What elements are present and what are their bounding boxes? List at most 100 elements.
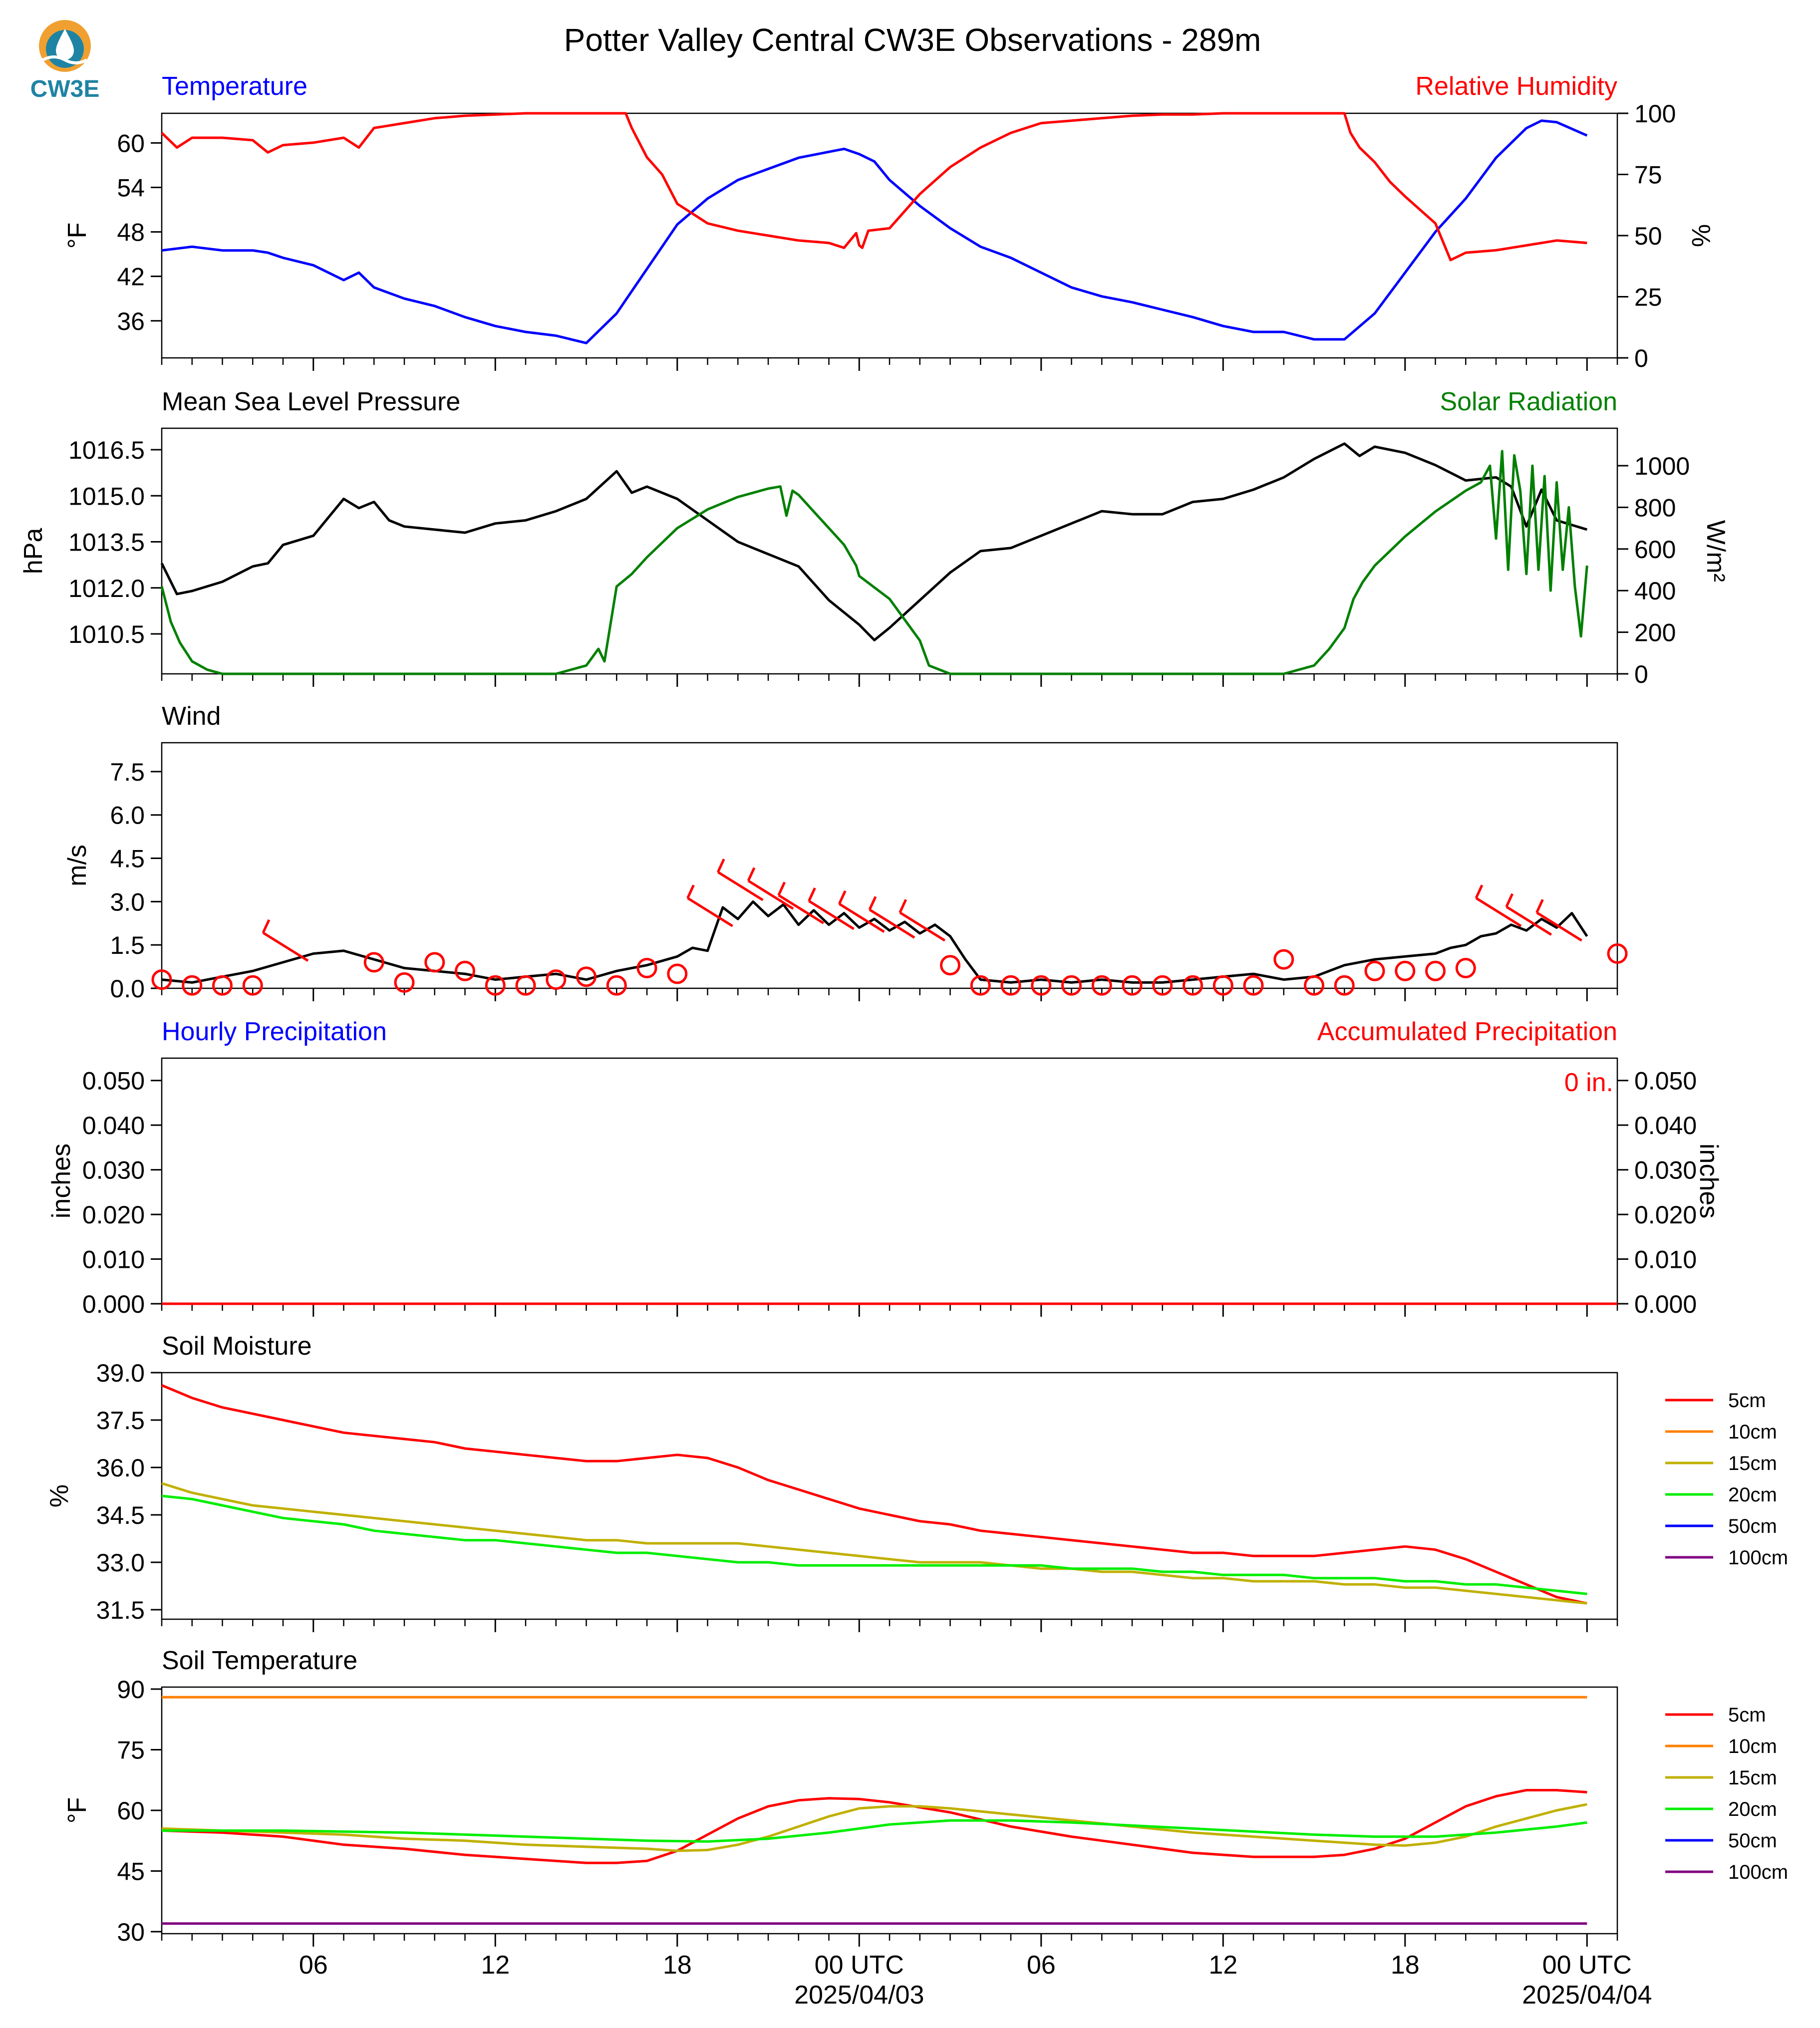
wind-barb [1506, 905, 1552, 936]
wind-barb [899, 911, 946, 942]
y-tick-label: 31.5 [96, 1596, 145, 1624]
wind-calm-circle [394, 972, 415, 993]
y-tick-label-right: 0 [1634, 660, 1648, 688]
y-axis-label-left: % [45, 1484, 74, 1507]
panel-pressure-solar: Mean Sea Level Pressure Solar Radiation … [19, 387, 1730, 688]
panel-title-right: Accumulated Precipitation [1317, 1017, 1617, 1046]
y-tick-label: 0.000 [82, 1290, 145, 1318]
series-line-15cm [161, 1482, 1587, 1605]
y-tick-label: 60 [117, 129, 145, 157]
legend-label: 10cm [1728, 1421, 1777, 1443]
x-tick-label: 06 [1027, 1951, 1056, 1980]
wind-calm-circle [1061, 975, 1082, 996]
series-line-5cm [161, 1789, 1587, 1864]
y-ticks-right: 0 200 400 600 800 1000 [1617, 452, 1690, 688]
legend: 5cm 10cm 15cm 20cm 50cm 100cm [1665, 1390, 1788, 1569]
y-tick-label: 7.5 [110, 758, 145, 786]
y-tick-label: 0.030 [82, 1157, 145, 1184]
series-line-solar-radiation [160, 450, 1588, 675]
y-tick-label: 39.0 [96, 1359, 145, 1387]
legend-label: 15cm [1728, 1452, 1777, 1474]
wind-calm-circle [636, 957, 657, 978]
wind-calm-circle [363, 952, 384, 973]
y-tick-label: 0.050 [82, 1067, 145, 1095]
wind-barb-feather [868, 896, 877, 910]
wind-calm-circle [576, 966, 597, 987]
legend-label: 5cm [1728, 1704, 1766, 1726]
wind-calm-circle [1243, 975, 1264, 996]
wind-calm-circle [546, 969, 567, 990]
y-tick-label: 34.5 [96, 1501, 145, 1529]
x-ticks [161, 988, 1618, 1001]
wind-barb-feather [1535, 899, 1544, 913]
y-tick-label: 1016.5 [68, 436, 145, 464]
panel-frame [161, 427, 1618, 675]
wind-barb-feather [747, 867, 756, 881]
series-line-15cm [161, 1803, 1587, 1852]
series-layer [161, 1696, 1587, 1925]
y-tick-label: 36.0 [96, 1454, 145, 1482]
wind-calm-circle [1304, 975, 1324, 996]
y-tick-label-right: 200 [1634, 619, 1676, 647]
y-tick-label-right: 25 [1634, 284, 1662, 311]
x-tick-label: 06 [299, 1951, 328, 1980]
series-line-wind-speed [161, 900, 1588, 984]
panel-title-left: Soil Temperature [162, 1646, 357, 1675]
y-tick-label: 1013.5 [68, 529, 145, 557]
x-tick-label: 00 UTC [1542, 1951, 1632, 1980]
panel-temperature-humidity: Temperature Relative Humidity °F % 36 42 4… [63, 72, 1715, 372]
panel-title-right: Relative Humidity [1415, 72, 1617, 101]
y-tick-label: 48 [117, 219, 145, 247]
panel-frame [161, 1057, 1618, 1305]
y-axis-label-left: hPa [19, 528, 48, 575]
cw3e-logo: CW3E [30, 20, 99, 102]
x-tick-label: 18 [1391, 1951, 1420, 1980]
wind-calm-circle [1395, 960, 1416, 981]
y-ticks-left: 31.5 33.0 34.5 36.0 37.5 39.0 [96, 1359, 162, 1624]
y-tick-label: 0.040 [82, 1112, 145, 1140]
wind-calm-circle [1122, 975, 1143, 996]
wind-calm-circle [606, 975, 627, 996]
y-tick-label-right: 0.000 [1634, 1290, 1697, 1318]
wind-barb [838, 902, 885, 933]
y-tick-label: 54 [117, 174, 145, 202]
wind-calm-circle [1091, 975, 1112, 996]
y-tick-label-right: 0 [1634, 344, 1648, 372]
panel-precipitation: Hourly Precipitation Accumulated Precipi… [47, 1017, 1723, 1318]
wind-calm-circle [424, 952, 445, 973]
x-ticks [161, 1934, 1618, 1947]
x-tick-date-label: 2025/04/04 [1522, 1981, 1652, 2010]
panel-frame [161, 742, 1618, 989]
y-ticks-right: 0 25 50 75 100 [1617, 100, 1676, 372]
series-line-5cm [161, 1384, 1587, 1605]
wind-barb [717, 871, 764, 901]
series-layer [161, 1384, 1587, 1605]
y-tick-label: 1010.5 [68, 620, 145, 648]
y-ticks-left: 0.0 1.5 3.0 4.5 6.0 7.5 [110, 758, 162, 1003]
x-tick-label: 12 [481, 1951, 510, 1980]
wind-calm-circle [485, 975, 506, 996]
y-axis-label-left: m/s [63, 845, 92, 886]
panel-frame [161, 1686, 1618, 1935]
figure-title: Potter Valley Central CW3E Observations … [564, 22, 1261, 58]
legend-label: 20cm [1728, 1484, 1777, 1506]
wind-calm-circle [1152, 975, 1173, 996]
y-tick-label: 90 [117, 1676, 145, 1704]
wind-barb [869, 908, 915, 939]
y-axis-label-right: W/m² [1701, 520, 1730, 582]
wind-calm-circle [1031, 975, 1052, 996]
y-tick-label-right: 0.050 [1634, 1067, 1697, 1095]
x-ticks [161, 1304, 1618, 1317]
y-tick-label: 0.0 [110, 975, 145, 1003]
x-tick-date-label: 2025/04/03 [794, 1981, 924, 2010]
legend-label: 100cm [1728, 1861, 1788, 1883]
panel-title-right: Solar Radiation [1440, 387, 1617, 416]
y-tick-label: 30 [117, 1918, 145, 1946]
wind-calm-circle [1425, 960, 1446, 981]
wind-calm-circle [1455, 957, 1476, 978]
series-line-relative-humidity [161, 112, 1587, 262]
y-axis-label-right: inches [1694, 1144, 1723, 1218]
wind-barb-feather [838, 890, 847, 904]
